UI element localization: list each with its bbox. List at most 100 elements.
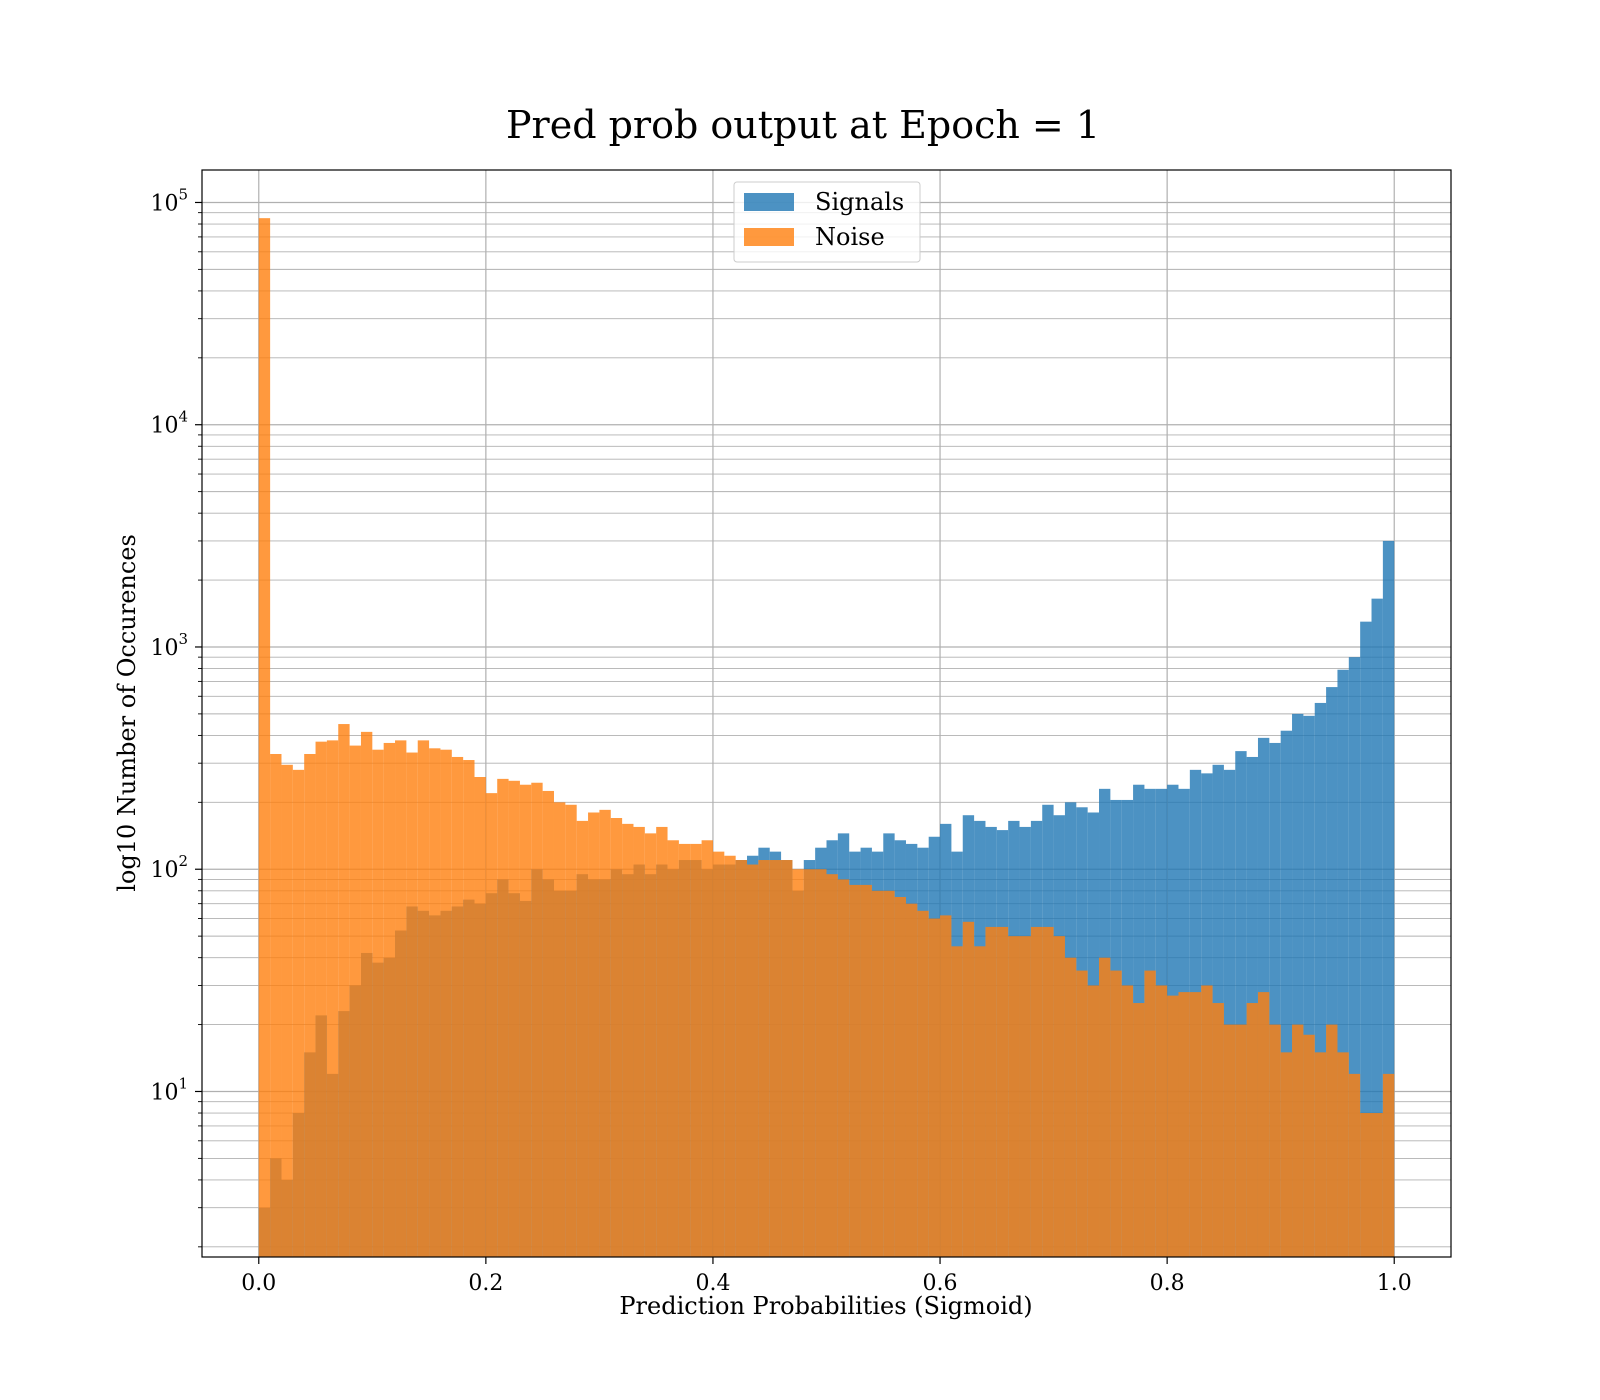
- bar-noise: [656, 826, 668, 1257]
- bar-noise: [1053, 936, 1065, 1257]
- y-tick-base: 10: [150, 858, 178, 883]
- bar-noise: [1155, 985, 1168, 1257]
- bar-noise: [1144, 970, 1156, 1257]
- bar-noise: [360, 731, 373, 1257]
- bar-noise: [429, 748, 441, 1257]
- bar-noise: [292, 769, 305, 1257]
- x-tick-label: 0.2: [468, 1271, 503, 1296]
- bar-noise: [667, 840, 679, 1257]
- bar-noise: [270, 753, 282, 1257]
- bar-noise: [1303, 1034, 1315, 1257]
- chart-title: Pred prob output at Epoch = 1: [506, 103, 1100, 147]
- y-tick-base: 10: [150, 636, 178, 661]
- bar-noise: [565, 804, 577, 1257]
- bar-noise: [803, 869, 816, 1257]
- bar-noise: [781, 860, 793, 1257]
- bar-noise: [985, 926, 997, 1257]
- bar-noise: [1167, 995, 1179, 1257]
- bar-noise: [1337, 1052, 1349, 1257]
- y-tick-base: 10: [150, 414, 178, 439]
- bar-noise: [1008, 936, 1020, 1257]
- bar-noise: [1133, 1003, 1145, 1257]
- bar-noise: [1235, 1024, 1247, 1257]
- bar-noise: [326, 740, 339, 1257]
- bar-noise: [1087, 985, 1100, 1257]
- bar-noise: [395, 740, 407, 1257]
- bar-noise: [383, 742, 396, 1257]
- bar-noise: [1019, 936, 1031, 1257]
- bar-noise: [974, 946, 986, 1257]
- bar-signals: [1223, 769, 1236, 1257]
- bar-noise: [735, 860, 748, 1257]
- bar-noise: [610, 818, 623, 1257]
- series-noise: [258, 218, 1395, 1257]
- bar-noise: [1246, 1003, 1258, 1257]
- y-tick-label: 104: [150, 408, 188, 439]
- bar-noise: [917, 910, 929, 1257]
- bar-noise: [860, 884, 872, 1257]
- bar-noise: [826, 874, 838, 1257]
- bar-noise: [1326, 1024, 1338, 1257]
- bar-signals: [1269, 742, 1281, 1257]
- bar-signals: [1326, 687, 1338, 1257]
- bar-noise: [871, 890, 884, 1257]
- bar-noise: [1110, 970, 1122, 1257]
- bar-noise: [372, 749, 384, 1257]
- bar-noise: [712, 851, 725, 1257]
- bar-noise: [690, 843, 702, 1257]
- bar-noise: [1099, 957, 1111, 1257]
- bar-noise: [1314, 1052, 1327, 1257]
- bar-noise: [1223, 1024, 1236, 1257]
- y-axis-label: log10 Number of Occurences: [113, 534, 141, 892]
- bar-signals: [1337, 669, 1349, 1257]
- y-tick-exponent: 1: [178, 1074, 188, 1092]
- bar-noise: [463, 760, 475, 1257]
- bar-noise: [417, 740, 430, 1257]
- bar-noise: [962, 921, 975, 1257]
- bar-noise: [678, 843, 691, 1257]
- bar-noise: [837, 879, 850, 1257]
- x-tick-label: 0.4: [695, 1271, 730, 1296]
- bars-layer: [258, 218, 1395, 1257]
- bar-noise: [406, 752, 418, 1257]
- bar-noise: [1042, 926, 1054, 1257]
- bar-noise: [1212, 1003, 1224, 1257]
- bar-signals: [1371, 598, 1383, 1257]
- y-tick-exponent: 4: [178, 408, 188, 426]
- bar-noise: [485, 793, 498, 1257]
- bar-noise: [338, 724, 350, 1257]
- bar-noise: [440, 749, 452, 1257]
- bar-noise: [281, 764, 293, 1257]
- y-tick-label: 102: [150, 852, 188, 883]
- bar-noise: [576, 820, 589, 1257]
- bar-noise: [1280, 1052, 1293, 1257]
- bar-noise: [633, 826, 645, 1257]
- bar-noise: [883, 890, 895, 1257]
- y-tick-exponent: 3: [178, 630, 188, 648]
- bar-noise: [451, 756, 464, 1257]
- y-tick-label: 101: [150, 1074, 188, 1105]
- x-tick-label: 0.0: [241, 1271, 276, 1296]
- bar-noise: [1201, 985, 1213, 1257]
- bar-noise: [1360, 1113, 1372, 1257]
- bar-noise: [599, 809, 611, 1257]
- bar-noise: [1189, 992, 1202, 1257]
- bar-signals: [1303, 715, 1315, 1257]
- legend-swatch-noise: [744, 228, 794, 246]
- bar-noise: [1178, 992, 1190, 1257]
- bar-noise: [531, 782, 543, 1257]
- bar-noise: [724, 855, 736, 1257]
- bar-signals: [1382, 540, 1395, 1257]
- y-tick-base: 10: [150, 1080, 178, 1105]
- bar-signals: [1348, 657, 1361, 1257]
- bar-noise: [1257, 992, 1270, 1257]
- bar-noise: [996, 926, 1009, 1257]
- bar-noise: [951, 946, 963, 1257]
- bar-signals: [1235, 751, 1247, 1257]
- bar-signals: [1314, 702, 1327, 1257]
- bar-noise: [1076, 970, 1088, 1257]
- x-tick-label: 1.0: [1377, 1271, 1412, 1296]
- bar-noise: [508, 780, 520, 1257]
